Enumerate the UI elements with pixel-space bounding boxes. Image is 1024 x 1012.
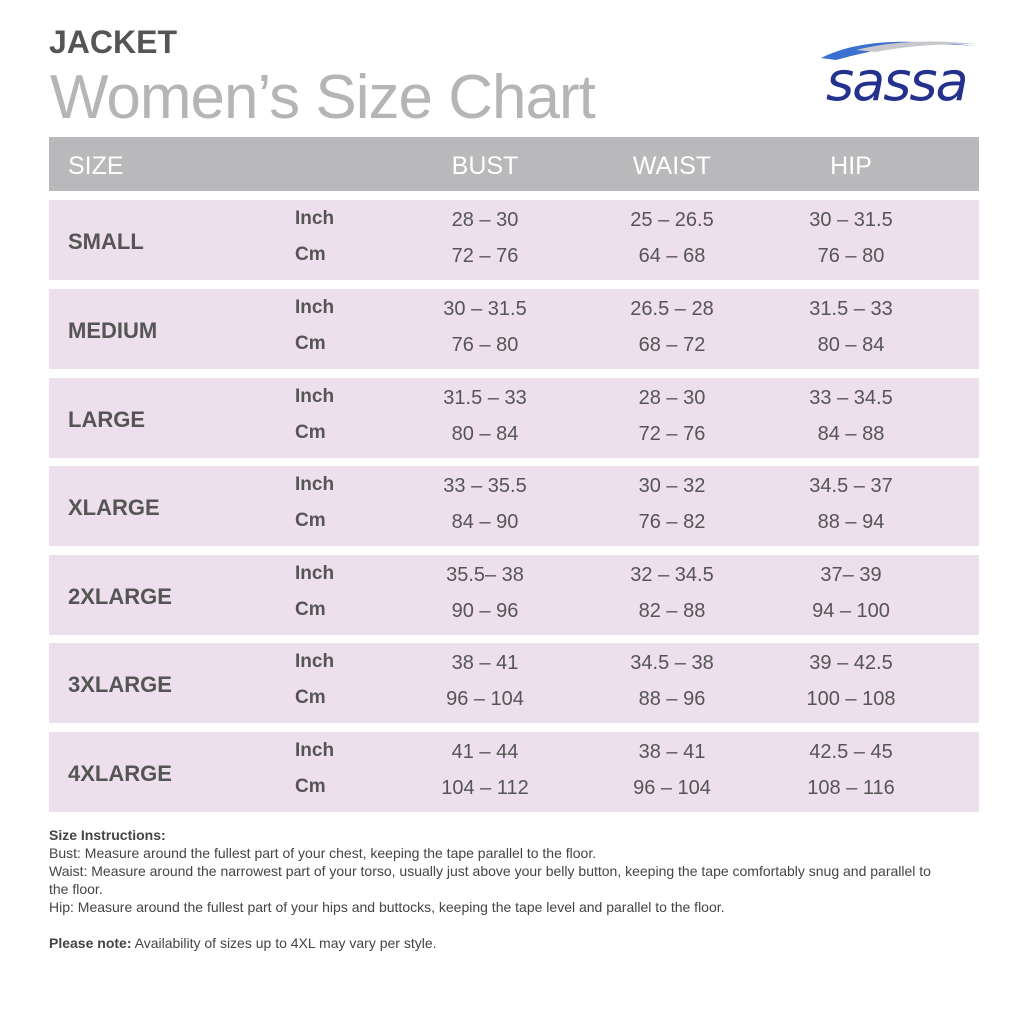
row-band	[49, 643, 979, 723]
measurement: 84 – 90	[451, 511, 519, 533]
size-label: LARGE	[68, 407, 145, 432]
unit-label: Cm	[295, 244, 326, 265]
row-band	[49, 466, 979, 546]
row-band	[49, 555, 979, 635]
size-label: 3XLARGE	[68, 672, 172, 697]
note-label: Please note:	[49, 935, 132, 951]
notes-heading: Size Instructions:	[49, 827, 166, 843]
measurement: 34.5 – 37	[809, 475, 893, 497]
measurement: 108 – 116	[807, 777, 895, 799]
note-text: Availability of sizes up to 4XL may vary…	[134, 935, 437, 951]
measurement: 32 – 34.5	[630, 564, 714, 586]
measurement: 35.5– 38	[446, 564, 524, 586]
measurement: 76 – 80	[451, 334, 519, 356]
measurement: 84 – 88	[817, 423, 885, 445]
measurement: 88 – 96	[638, 688, 706, 710]
measurement: 76 – 80	[817, 245, 885, 267]
measurement: 38 – 41	[638, 741, 706, 763]
measurement: 80 – 84	[451, 423, 519, 445]
measurement: 41 – 44	[451, 741, 519, 763]
unit-label: Cm	[295, 510, 326, 531]
measurement: 72 – 76	[638, 423, 706, 445]
measurement: 30 – 31.5	[809, 209, 893, 231]
size-label: MEDIUM	[68, 318, 158, 343]
measurement: 38 – 41	[451, 652, 519, 674]
unit-label: Cm	[295, 599, 326, 620]
size-label: SMALL	[68, 229, 144, 254]
measurement: 82 – 88	[638, 600, 706, 622]
measurement: 30 – 32	[638, 475, 706, 497]
subtitle: Women’s Size Chart	[50, 63, 596, 132]
unit-label: Inch	[295, 740, 335, 761]
unit-label: Inch	[295, 386, 335, 407]
measurement: 80 – 84	[817, 334, 885, 356]
measurement: 34.5 – 38	[630, 652, 714, 674]
unit-label: Inch	[295, 208, 335, 229]
measurement: 90 – 96	[451, 600, 519, 622]
measurement: 33 – 34.5	[809, 387, 893, 409]
unit-label: Cm	[295, 333, 326, 354]
logo: sassa	[826, 50, 969, 113]
measurement: 96 – 104	[446, 688, 524, 710]
measurement: 72 – 76	[451, 245, 519, 267]
unit-label: Cm	[295, 776, 326, 797]
unit-label: Inch	[295, 297, 335, 318]
header-bar	[49, 137, 979, 191]
notes: Size Instructions: Bust: Measure around …	[49, 826, 949, 952]
measurement: 30 – 31.5	[443, 298, 527, 320]
measurement: 33 – 35.5	[443, 475, 527, 497]
measurement: 64 – 68	[638, 245, 706, 267]
instruction-line: Hip: Measure around the fullest part of …	[49, 899, 725, 915]
size-label: XLARGE	[68, 495, 160, 520]
column-header: SIZE	[68, 152, 124, 180]
unit-label: Cm	[295, 687, 326, 708]
row-band	[49, 289, 979, 369]
size-label: 4XLARGE	[68, 761, 172, 786]
measurement: 100 – 108	[806, 688, 896, 710]
column-header: WAIST	[632, 152, 712, 180]
measurement: 25 – 26.5	[630, 209, 714, 231]
measurement: 28 – 30	[451, 209, 519, 231]
logo-swoosh	[821, 41, 976, 60]
row-band	[49, 378, 979, 458]
measurement: 37– 39	[820, 564, 882, 586]
measurement: 96 – 104	[633, 777, 711, 799]
unit-label: Inch	[295, 651, 335, 672]
measurement: 28 – 30	[638, 387, 706, 409]
row-band	[49, 732, 979, 812]
measurement: 42.5 – 45	[809, 741, 893, 763]
measurement: 31.5 – 33	[809, 298, 893, 320]
column-header: BUST	[451, 152, 519, 180]
unit-label: Cm	[295, 422, 326, 443]
measurement: 26.5 – 28	[630, 298, 714, 320]
measurement: 68 – 72	[638, 334, 706, 356]
instruction-line: Bust: Measure around the fullest part of…	[49, 845, 597, 861]
row-band	[49, 200, 979, 280]
measurement: 31.5 – 33	[443, 387, 527, 409]
column-header: HIP	[830, 152, 872, 180]
measurement: 94 – 100	[812, 600, 890, 622]
unit-label: Inch	[295, 474, 335, 495]
size-label: 2XLARGE	[68, 584, 172, 609]
measurement: 39 – 42.5	[809, 652, 893, 674]
instruction-line: Waist: Measure around the narrowest part…	[49, 863, 931, 897]
title: JACKET	[49, 24, 178, 60]
measurement: 104 – 112	[441, 777, 529, 799]
unit-label: Inch	[295, 563, 335, 584]
measurement: 76 – 82	[638, 511, 706, 533]
measurement: 88 – 94	[817, 511, 885, 533]
